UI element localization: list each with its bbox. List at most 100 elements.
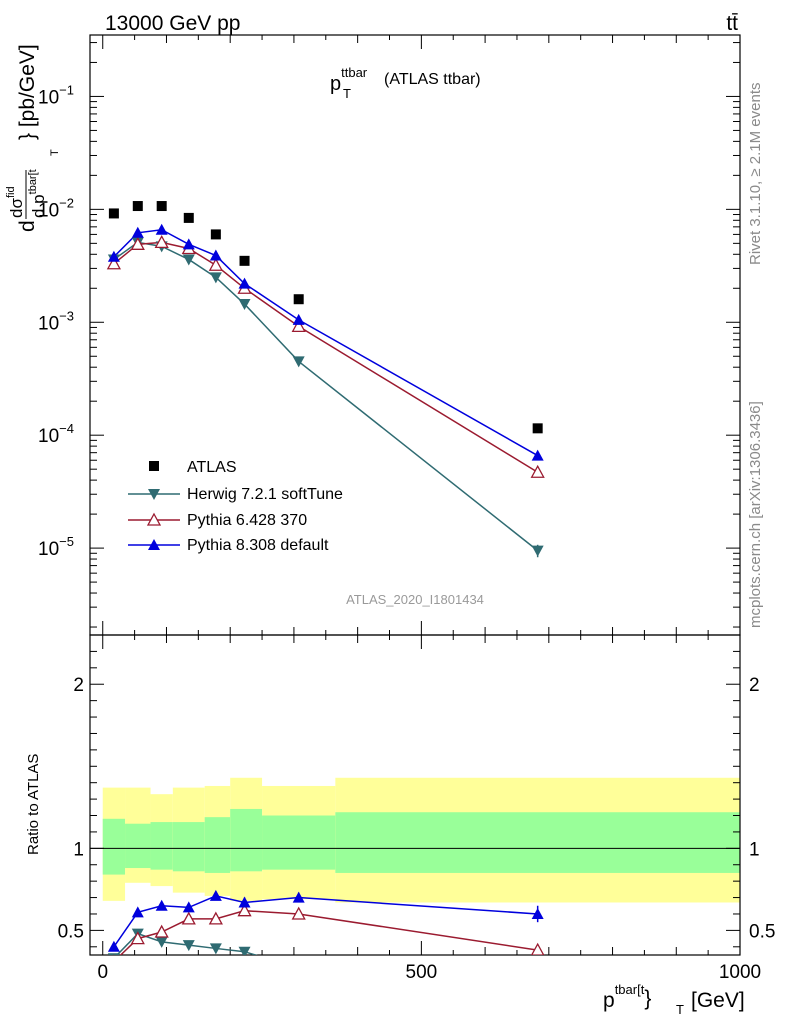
main-ytick-base: 10 — [38, 426, 59, 447]
main-ytick-label-3: 10−4 — [38, 421, 74, 447]
main-ytick-label-4: 10−5 — [38, 534, 74, 560]
main-series-lines — [113, 228, 539, 552]
ratio-point-pythia-6-428-370 — [530, 942, 545, 955]
ratio-series-lines — [113, 895, 538, 955]
plot-title-sub: T — [343, 86, 351, 101]
ratio-ytick-label-left-2: 2 — [73, 675, 84, 696]
ratio-inner-band-2 — [150, 822, 173, 870]
ratio-inner-band-3 — [172, 822, 205, 872]
main-point-pythia-6-428-370 — [154, 235, 169, 249]
legend: ATLAS Herwig 7.2.1 softTune Pythia 6.428… — [128, 459, 343, 554]
main-point-herwig-7-2-1-softtune — [238, 299, 251, 311]
ratio-inner-band-0 — [102, 818, 126, 875]
ratio-point-pythia-8-308-default — [531, 907, 544, 919]
ratio-line-pythia-6-428-370 — [119, 909, 538, 955]
main-point-herwig-7-2-1-softtune — [182, 254, 195, 266]
main-ytick-exp: −5 — [59, 534, 74, 549]
main-point-herwig-7-2-1-softtune — [531, 545, 544, 557]
legend-atlas-label: ATLAS — [187, 459, 237, 476]
legend-pythia6-marker — [146, 512, 162, 526]
ratio-ytick-label-left-0: 0.5 — [58, 921, 84, 942]
ylabel-num-main: dσ — [7, 198, 26, 218]
ratio-inner-band-1 — [125, 823, 151, 869]
ratio-ytick-label-right-1: 1 — [749, 839, 760, 860]
legend-entry-pythia8: Pythia 8.308 default — [128, 537, 329, 554]
main-ytick-labels: 10−110−210−310−410−5 — [38, 82, 74, 560]
ratio-line-herwig-7-2-1-softtune — [116, 932, 258, 955]
ratio-inner-band-4 — [204, 817, 231, 873]
ratio-point-pythia-6-428-370 — [237, 903, 252, 917]
main-point-pythia-8-308-default — [107, 250, 120, 262]
legend-pythia6-label: Pythia 6.428 370 — [187, 512, 307, 529]
ratio-point-pythia-6-428-370 — [291, 906, 306, 920]
main-ytick-exp: −3 — [59, 308, 74, 323]
legend-pythia8-marker — [148, 539, 160, 550]
main-point-atlas — [183, 212, 194, 223]
main-ytick-base: 10 — [38, 313, 59, 334]
main-point-atlas — [239, 255, 250, 266]
ratio-point-pythia-6-428-370 — [181, 911, 196, 925]
main-ytick-exp: −1 — [59, 82, 74, 97]
ratio-point-pythia-6-428-370 — [208, 911, 223, 925]
ratio-inner-band-7 — [335, 812, 740, 873]
main-point-pythia-8-308-default — [209, 249, 222, 261]
main-ytick-base: 10 — [38, 539, 59, 560]
main-series-marks — [106, 201, 545, 558]
main-line-herwig-7-2-1-softtune — [113, 241, 539, 552]
legend-herwig-label: Herwig 7.2.1 softTune — [187, 486, 343, 503]
main-point-pythia-6-428-370 — [106, 256, 121, 270]
ratio-point-pythia-6-428-370 — [154, 924, 169, 938]
ratio-point-pythia-8-308-default — [107, 940, 120, 952]
ratio-point-pythia-8-308-default — [238, 896, 251, 908]
ratio-inner-band-6 — [262, 815, 336, 870]
main-ylabel: d dσfid d ptbar[t T } [pb/GeV] — [5, 44, 61, 232]
main-point-pythia-8-308-default — [238, 277, 251, 289]
ratio-ytick-labels: 0.5 0.5 1 1 2 2 — [58, 675, 776, 942]
ratio-axis-ticks — [90, 634, 741, 955]
ratio-panel: 0.5 0.5 1 1 2 2 0 500 1000 Ratio to ATLAS ptbar… — [25, 634, 776, 1017]
main-point-pythia-6-428-370 — [208, 257, 223, 271]
ratio-point-herwig-7-2-1-softtune — [532, 994, 544, 1005]
xlabel-main: p — [603, 989, 615, 1012]
main-point-pythia-6-428-370 — [530, 464, 545, 478]
main-point-pythia-8-308-default — [131, 226, 144, 238]
legend-atlas-marker — [149, 461, 159, 471]
ratio-point-herwig-7-2-1-softtune — [155, 936, 168, 948]
main-ytick-label-2: 10−3 — [38, 308, 74, 334]
process-label: tt̄ — [726, 12, 738, 35]
main-point-pythia-8-308-default — [292, 313, 305, 325]
main-ytick-label-1: 10−2 — [38, 195, 74, 221]
plot-title: pttbar — [330, 65, 368, 95]
xlabel: ptbar[t} — [603, 982, 651, 1012]
ylabel-num: dσfid — [5, 186, 26, 218]
energy-label: 13000 GeV pp — [105, 12, 240, 35]
ylabel-den: d ptbar[t — [27, 169, 48, 218]
ylabel-lead: d — [16, 220, 39, 232]
xtick-label-1: 500 — [406, 962, 438, 983]
ylabel-main: } [pb/GeV] — [16, 44, 39, 140]
ratio-point-pythia-8-308-default — [292, 891, 305, 903]
main-point-pythia-6-428-370 — [291, 319, 306, 333]
ratio-point-pythia-8-308-default — [131, 906, 144, 918]
xlabel-sup: tbar[t — [615, 982, 645, 997]
plot-title-main: p — [330, 73, 341, 95]
legend-entry-herwig: Herwig 7.2.1 softTune — [128, 486, 343, 503]
rivet-label: Rivet 3.1.10, ≥ 2.1M events — [747, 83, 764, 266]
ratio-point-pythia-8-308-default — [209, 889, 222, 901]
main-point-atlas — [132, 201, 143, 212]
xlabel-tail: } — [644, 987, 651, 1010]
plot-title-tail: (ATLAS ttbar) — [384, 71, 481, 88]
legend-pythia8-label: Pythia 8.308 default — [187, 537, 329, 554]
mcplots-label: mcplots.cern.ch [arXiv:1306.3436] — [747, 401, 764, 628]
main-point-pythia-6-428-370 — [130, 236, 145, 250]
ylabel-den-main: d p — [29, 194, 48, 218]
xtick-label-2: 1000 — [719, 962, 761, 983]
ratio-inner-band-5 — [230, 808, 263, 872]
main-ytick-label-0: 10−1 — [38, 82, 74, 108]
ylabel-num-sup: fid — [5, 186, 17, 198]
main-line-pythia-8-308-default — [113, 228, 539, 457]
ratio-line-pythia-8-308-default — [113, 895, 538, 948]
ratio-point-pythia-6-428-370 — [130, 931, 145, 945]
xtick-label-0: 0 — [97, 962, 108, 983]
